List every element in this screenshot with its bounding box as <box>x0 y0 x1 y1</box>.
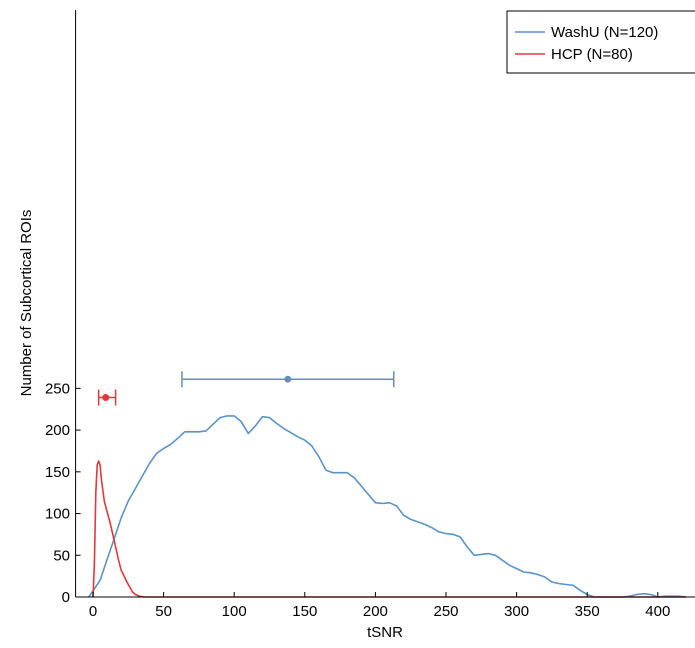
y-axis-title: Number of Subcortical ROIs <box>18 210 35 397</box>
y-tick-label: 100 <box>45 506 70 523</box>
x-tick-label: 250 <box>433 603 458 620</box>
x-tick-label: 200 <box>363 603 388 620</box>
errorbar-mean-washu <box>284 375 292 383</box>
legend-label-washu: WashU (N=120) <box>551 24 658 41</box>
y-tick-label: 200 <box>45 422 70 439</box>
series-line-hcp <box>92 460 686 598</box>
y-tick-label: 150 <box>45 464 70 481</box>
x-tick-label: 100 <box>222 603 247 620</box>
legend-label-hcp: HCP (N=80) <box>551 46 633 63</box>
x-tick-label: 150 <box>292 603 317 620</box>
legend-box <box>506 10 695 74</box>
axes <box>75 10 695 598</box>
x-axis-title: tSNR <box>367 624 403 641</box>
ticks: 0 50 100 150 200 250 300 350 400 0 50 100 150 200 250 <box>45 380 670 620</box>
y-tick-label: 0 <box>62 589 70 606</box>
plot-area <box>88 371 687 598</box>
x-tick-label: 50 <box>155 603 172 620</box>
errorbar-mean-hcp <box>102 394 110 402</box>
y-tick-label: 250 <box>45 380 70 397</box>
x-tick-label: 0 <box>89 603 97 620</box>
x-tick-label: 400 <box>645 603 670 620</box>
series-line-washu <box>88 415 687 598</box>
y-tick-label: 50 <box>53 547 70 564</box>
x-tick-label: 350 <box>575 603 600 620</box>
x-tick-label: 300 <box>504 603 529 620</box>
legend: WashU (N=120) HCP (N=80) <box>506 10 695 74</box>
